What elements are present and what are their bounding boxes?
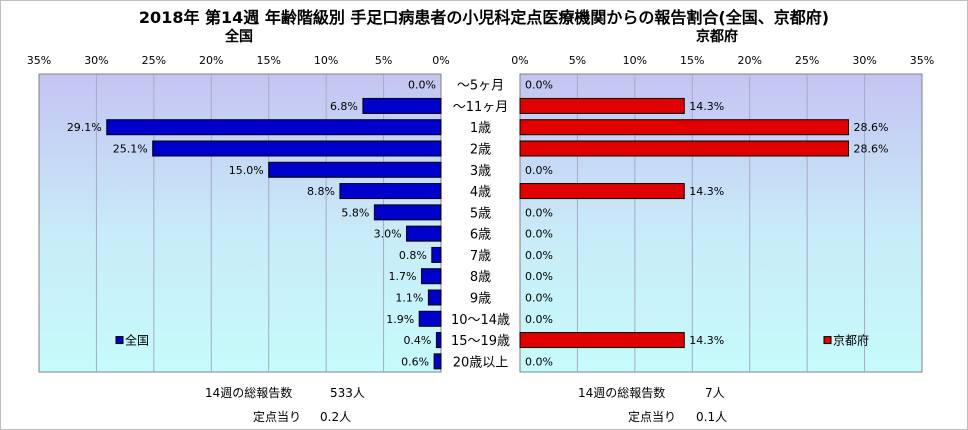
kyoto-data-label: 14.3% bbox=[689, 185, 724, 198]
kyoto-data-label: 0.0% bbox=[525, 292, 553, 305]
national-bar bbox=[406, 225, 442, 242]
kyoto-bar bbox=[519, 97, 685, 114]
national-bar bbox=[427, 289, 442, 306]
national-data-label: 1.7% bbox=[389, 270, 417, 283]
age-category-label: 4歳 bbox=[470, 185, 491, 200]
kyoto-total-value: 7人 bbox=[705, 386, 725, 400]
national-data-label: 1.1% bbox=[395, 292, 423, 305]
national-subtitle: 全国 bbox=[225, 29, 253, 45]
kyoto-data-label: 28.6% bbox=[853, 143, 888, 156]
age-category-label: 10～14歳 bbox=[451, 313, 510, 328]
chart-title: 2018年 第14週 年齢階級別 手足口病患者の小児科定点医療機関からの報告割合… bbox=[138, 8, 830, 27]
kyoto-tick-label: 35% bbox=[910, 54, 934, 67]
age-category-label: 20歳以上 bbox=[453, 355, 509, 370]
age-category-label: 7歳 bbox=[470, 249, 491, 264]
national-data-label: 8.8% bbox=[307, 185, 335, 198]
kyoto-data-label: 0.0% bbox=[525, 355, 553, 368]
national-tick-label: 20% bbox=[199, 54, 223, 67]
kyoto-legend-swatch bbox=[823, 336, 832, 345]
kyoto-data-label: 14.3% bbox=[689, 100, 724, 113]
national-tick-label: 10% bbox=[314, 54, 338, 67]
national-bar bbox=[431, 246, 442, 263]
national-bar bbox=[362, 97, 442, 114]
kyoto-tick-label: 30% bbox=[852, 54, 876, 67]
national-per-label: 定点当り bbox=[253, 410, 302, 424]
kyoto-bar bbox=[519, 183, 685, 200]
kyoto-per-label: 定点当り bbox=[628, 410, 677, 424]
national-per-value: 0.2人 bbox=[320, 410, 352, 424]
national-tick-label: 35% bbox=[27, 54, 51, 67]
national-total-value: 533人 bbox=[330, 386, 365, 400]
national-bar bbox=[418, 310, 442, 327]
national-tick-label: 0% bbox=[432, 54, 449, 67]
kyoto-data-label: 0.0% bbox=[525, 270, 553, 283]
kyoto-tick-label: 20% bbox=[737, 54, 761, 67]
kyoto-tick-label: 25% bbox=[795, 54, 819, 67]
age-category-label: 1歳 bbox=[470, 121, 491, 136]
kyoto-total-label: 14週の総報告数 bbox=[578, 386, 666, 400]
age-category-label: 3歳 bbox=[470, 164, 491, 179]
age-category-label: ～11ヶ月 bbox=[453, 100, 509, 115]
national-data-label: 15.0% bbox=[229, 164, 264, 177]
national-tick-label: 30% bbox=[84, 54, 108, 67]
national-data-label: 25.1% bbox=[113, 143, 148, 156]
kyoto-legend-label: 京都府 bbox=[833, 333, 869, 348]
age-category-labels: ～5ヶ月 ～11ヶ月 1歳 2歳 3歳 4歳 5歳 6歳 7歳 8歳 9歳 10～14歳 15～19歳 2… bbox=[451, 79, 510, 371]
kyoto-per-value: 0.1人 bbox=[696, 410, 728, 424]
kyoto-data-label: 0.0% bbox=[525, 164, 553, 177]
kyoto-plot-area bbox=[519, 73, 923, 373]
national-data-label: 0.0% bbox=[408, 79, 436, 92]
national-total-label: 14週の総報告数 bbox=[205, 386, 293, 400]
kyoto-bar bbox=[519, 119, 849, 136]
national-tick-label: 5% bbox=[375, 54, 392, 67]
kyoto-tick-label: 10% bbox=[623, 54, 647, 67]
national-data-label: 6.8% bbox=[330, 100, 358, 113]
age-category-label: 2歳 bbox=[470, 143, 491, 158]
national-data-label: 1.9% bbox=[386, 313, 414, 326]
national-tick-label: 15% bbox=[256, 54, 280, 67]
kyoto-tick-label: 15% bbox=[680, 54, 704, 67]
national-legend-swatch bbox=[115, 336, 124, 345]
national-data-label: 5.8% bbox=[341, 206, 369, 219]
national-plot-area bbox=[38, 73, 442, 373]
national-data-label: 0.4% bbox=[403, 334, 431, 347]
kyoto-data-label: 0.0% bbox=[525, 228, 553, 241]
age-category-label: 8歳 bbox=[470, 270, 491, 285]
kyoto-bar bbox=[519, 332, 685, 349]
national-bar bbox=[152, 140, 442, 157]
national-bar bbox=[420, 268, 442, 285]
national-bar bbox=[339, 183, 442, 200]
national-tick-label: 25% bbox=[142, 54, 166, 67]
national-bar bbox=[373, 204, 442, 221]
kyoto-subtitle: 京都府 bbox=[696, 29, 738, 45]
national-data-label: 0.6% bbox=[401, 355, 429, 368]
age-category-label: 6歳 bbox=[470, 228, 491, 243]
age-category-label: ～5ヶ月 bbox=[457, 79, 504, 94]
kyoto-data-label: 28.6% bbox=[853, 121, 888, 134]
kyoto-bar bbox=[519, 140, 849, 157]
kyoto-data-label: 0.0% bbox=[525, 313, 553, 326]
national-bar bbox=[106, 119, 442, 136]
national-data-label: 3.0% bbox=[374, 228, 402, 241]
kyoto-tick-label: 0% bbox=[511, 54, 528, 67]
kyoto-plot: 0% 5% 10% 15% 20% 25% 30% 35% 0.0% 14.3% 28.6% 28.6… bbox=[511, 54, 934, 373]
national-data-label: 29.1% bbox=[67, 121, 102, 134]
age-category-label: 15～19歳 bbox=[451, 334, 510, 349]
age-category-label: 5歳 bbox=[470, 206, 491, 221]
national-bar bbox=[268, 161, 442, 178]
national-bar bbox=[433, 353, 442, 370]
age-category-label: 9歳 bbox=[470, 292, 491, 307]
kyoto-data-label: 14.3% bbox=[689, 334, 724, 347]
national-plot: 0% 5% 10% 15% 20% 25% 30% 35% 0.0% 6.8% 29.1% 25.1%… bbox=[27, 54, 450, 373]
kyoto-data-label: 0.0% bbox=[525, 79, 553, 92]
national-data-label: 0.8% bbox=[399, 249, 427, 262]
kyoto-data-label: 0.0% bbox=[525, 206, 553, 219]
national-bar bbox=[435, 332, 442, 349]
kyoto-data-label: 0.0% bbox=[525, 249, 553, 262]
kyoto-tick-label: 5% bbox=[569, 54, 586, 67]
national-legend-label: 全国 bbox=[125, 333, 149, 348]
